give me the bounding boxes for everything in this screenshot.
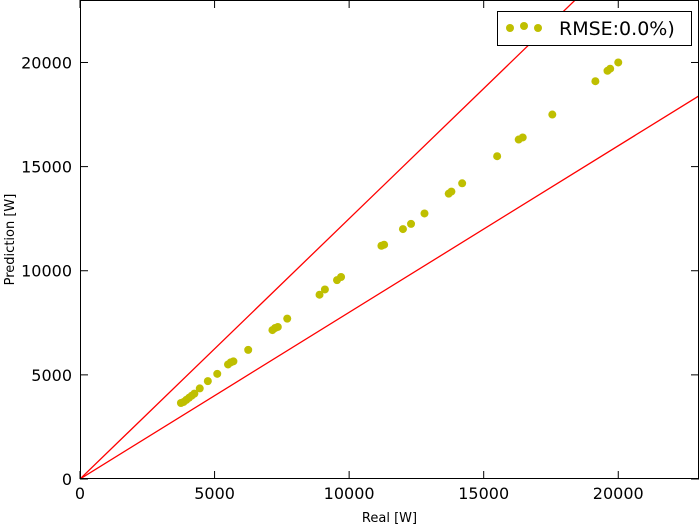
data-point — [420, 209, 429, 218]
y-axis-label: Prediction [W] — [3, 194, 18, 286]
data-point — [407, 219, 416, 228]
x-tick-label: 15000 — [458, 484, 509, 503]
legend-markers — [506, 22, 542, 32]
reference-line-1 — [80, 95, 699, 479]
y-tick-label: 15000 — [21, 158, 72, 177]
y-tick-label: 10000 — [21, 262, 72, 281]
data-point — [447, 187, 456, 196]
data-point — [244, 345, 253, 354]
axis-ticks: 0 5000 10000 15000 20000 0 5000 10000 15000 20000 — [21, 0, 699, 503]
data-point — [614, 58, 623, 67]
reference-lines — [80, 0, 699, 479]
data-point — [203, 377, 212, 386]
x-tick-label: 10000 — [324, 484, 375, 503]
data-points — [176, 58, 623, 407]
legend-marker — [520, 22, 528, 30]
legend-marker — [506, 24, 514, 32]
reference-line-0 — [80, 0, 577, 479]
data-point — [380, 240, 389, 249]
data-point — [606, 64, 615, 73]
legend: RMSE:0.0%) — [497, 11, 692, 46]
legend-label: RMSE:0.0%) — [559, 18, 675, 40]
data-point — [190, 389, 199, 398]
data-point — [337, 272, 346, 281]
legend-marker — [534, 24, 542, 32]
data-point — [229, 357, 238, 366]
data-point — [283, 314, 292, 323]
data-point — [518, 133, 527, 142]
y-tick-label: 20000 — [21, 53, 72, 72]
x-tick-label: 0 — [75, 484, 85, 503]
x-tick-label: 20000 — [593, 484, 644, 503]
data-point — [548, 110, 557, 119]
data-point — [398, 225, 407, 234]
legend-box — [497, 11, 692, 46]
data-point — [458, 179, 467, 188]
data-point — [273, 322, 282, 331]
data-point — [213, 369, 222, 378]
y-tick-label: 0 — [62, 470, 72, 489]
data-point — [591, 77, 600, 86]
x-axis-label: Real [W] — [362, 511, 417, 524]
data-point — [320, 285, 329, 294]
data-point — [195, 384, 204, 393]
x-tick-label: 5000 — [194, 484, 235, 503]
data-point — [493, 152, 502, 161]
y-tick-label: 5000 — [31, 366, 72, 385]
data-point — [315, 290, 324, 299]
